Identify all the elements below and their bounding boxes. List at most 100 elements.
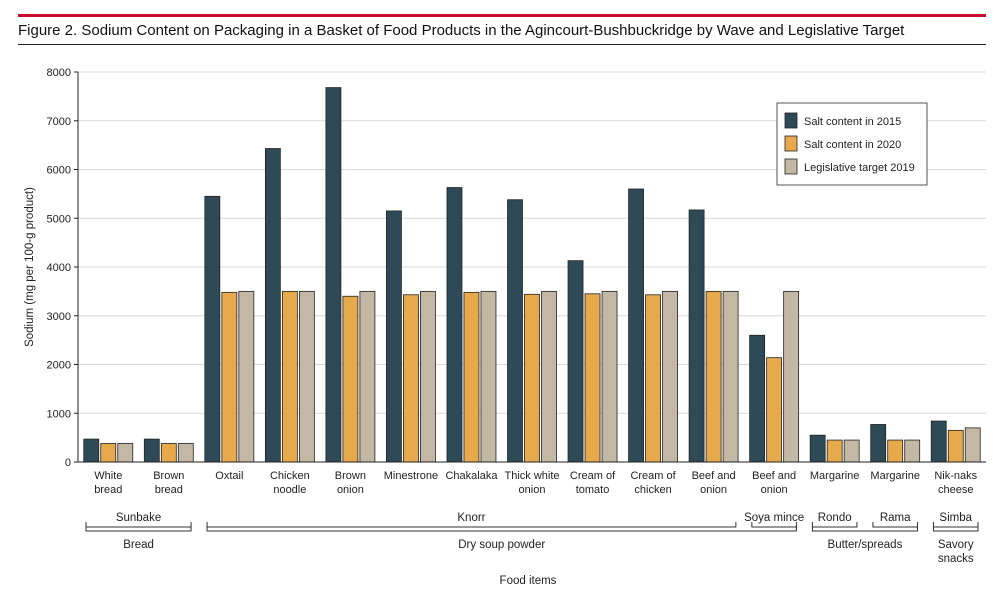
category-label: noodle — [273, 484, 306, 496]
bar-legislative-target-2019 — [541, 290, 557, 463]
bar-salt-content-in-2015 — [749, 334, 766, 463]
bar-salt-content-in-2020 — [403, 294, 419, 463]
bar-salt-content-in-2020 — [221, 291, 238, 463]
category-label: White — [94, 470, 122, 482]
y-tick-label: 6000 — [47, 165, 71, 177]
category-label: Nik-naks — [934, 470, 977, 482]
legend-label: Salt content in 2020 — [804, 139, 901, 151]
legend-label: Salt content in 2015 — [804, 116, 901, 128]
brand-brackets: Sunbake Knorr Soya mince Rondo Rama Simba — [85, 512, 979, 528]
brand-bracket — [932, 522, 979, 528]
bar-salt-content-in-2020 — [887, 439, 904, 463]
category-label: Margarine — [870, 470, 920, 482]
bar-legislative-target-2019 — [662, 290, 678, 463]
bar-legislative-target-2019 — [359, 290, 376, 463]
y-tick-label: 0 — [65, 457, 71, 469]
category-label: onion — [519, 484, 546, 496]
brand-label: Rama — [880, 512, 911, 524]
bar-salt-content-in-2015 — [325, 87, 342, 463]
legend-swatch — [784, 135, 798, 152]
brand-label: Simba — [939, 512, 972, 524]
bar-salt-content-in-2015 — [870, 424, 887, 463]
axes — [77, 72, 986, 463]
category-label: Chakalaka — [445, 470, 498, 482]
bar-salt-content-in-2020 — [584, 293, 601, 463]
y-axis-ticks: 0 1000 2000 3000 4000 5000 6000 7000 8000 — [47, 67, 78, 469]
bar-legislative-target-2019 — [238, 290, 255, 463]
category-label: Beef and — [752, 470, 796, 482]
group-bracket — [85, 526, 192, 532]
category-label: onion — [761, 484, 788, 496]
category-label: Thick white — [504, 470, 559, 482]
category-label: Oxtail — [215, 470, 243, 482]
category-label: bread — [155, 484, 183, 496]
group-label: snacks — [938, 553, 974, 565]
bar-legislative-target-2019 — [177, 443, 194, 463]
category-label: onion — [700, 484, 727, 496]
bars — [83, 87, 981, 463]
category-label: tomato — [576, 484, 610, 496]
category-labels: White bread Brown bread Oxtail Chicken noodle B… — [94, 470, 977, 496]
category-label: cheese — [938, 484, 973, 496]
figure-title: Figure 2. Sodium Content on Packaging in… — [18, 22, 905, 39]
category-label: Brown — [335, 470, 366, 482]
bar-salt-content-in-2015 — [386, 210, 402, 463]
group-label: Butter/spreads — [828, 539, 903, 551]
brand-bracket — [872, 522, 918, 528]
bar-legislative-target-2019 — [117, 443, 134, 463]
category-label: Beef and — [692, 470, 736, 482]
bar-salt-content-in-2015 — [446, 187, 463, 463]
title-accent-rule — [18, 14, 986, 17]
brand-label: Rondo — [818, 512, 852, 524]
bar-salt-content-in-2020 — [160, 443, 177, 463]
brand-bracket — [811, 522, 858, 528]
y-tick-label: 3000 — [47, 311, 71, 323]
legend-label: Legislative target 2019 — [804, 162, 915, 174]
bar-salt-content-in-2015 — [628, 188, 644, 463]
bar-salt-content-in-2015 — [143, 438, 160, 463]
bar-legislative-target-2019 — [964, 427, 981, 463]
legend-swatch — [784, 158, 798, 175]
brand-bracket — [751, 522, 797, 528]
legend-box — [776, 102, 928, 186]
bar-salt-content-in-2020 — [645, 294, 661, 463]
bar-legislative-target-2019 — [298, 290, 315, 463]
category-label: Cream of — [570, 470, 616, 482]
bar-salt-content-in-2020 — [766, 357, 783, 463]
y-tick-label: 8000 — [47, 67, 71, 79]
bar-legislative-target-2019 — [480, 290, 497, 463]
bar-salt-content-in-2020 — [826, 439, 843, 463]
group-bracket — [932, 526, 979, 532]
bar-legislative-target-2019 — [843, 439, 860, 463]
bar-salt-content-in-2020 — [705, 290, 722, 463]
bar-salt-content-in-2020 — [342, 295, 359, 463]
bar-salt-content-in-2015 — [507, 199, 523, 463]
category-label: chicken — [634, 484, 671, 496]
group-bracket — [811, 526, 918, 532]
group-bracket — [206, 526, 797, 532]
category-label: onion — [337, 484, 364, 496]
y-axis-label: Sodium (mg per 100-g product) — [24, 187, 36, 347]
brand-label: Soya mince — [744, 512, 804, 524]
bar-salt-content-in-2015 — [204, 195, 221, 463]
category-label: Brown — [153, 470, 184, 482]
bar-salt-content-in-2020 — [524, 293, 540, 463]
bar-legislative-target-2019 — [601, 290, 618, 463]
x-axis-label: Food items — [500, 575, 557, 587]
group-label: Savory — [938, 539, 974, 551]
y-tick-label: 2000 — [47, 360, 71, 372]
category-label: Minestrone — [384, 470, 438, 482]
bar-legislative-target-2019 — [722, 290, 739, 463]
y-tick-label: 1000 — [47, 408, 71, 420]
brand-label: Knorr — [457, 512, 485, 524]
y-tick-label: 4000 — [47, 262, 71, 274]
title-underline — [18, 44, 986, 45]
bar-salt-content-in-2020 — [281, 290, 298, 463]
bar-salt-content-in-2020 — [947, 429, 964, 463]
bar-salt-content-in-2015 — [809, 434, 826, 463]
category-label: bread — [94, 484, 122, 496]
group-label: Bread — [123, 539, 154, 551]
bar-salt-content-in-2015 — [930, 420, 947, 463]
group-brackets: Bread Dry soup powder Butter/spreads Savory… — [85, 526, 979, 565]
